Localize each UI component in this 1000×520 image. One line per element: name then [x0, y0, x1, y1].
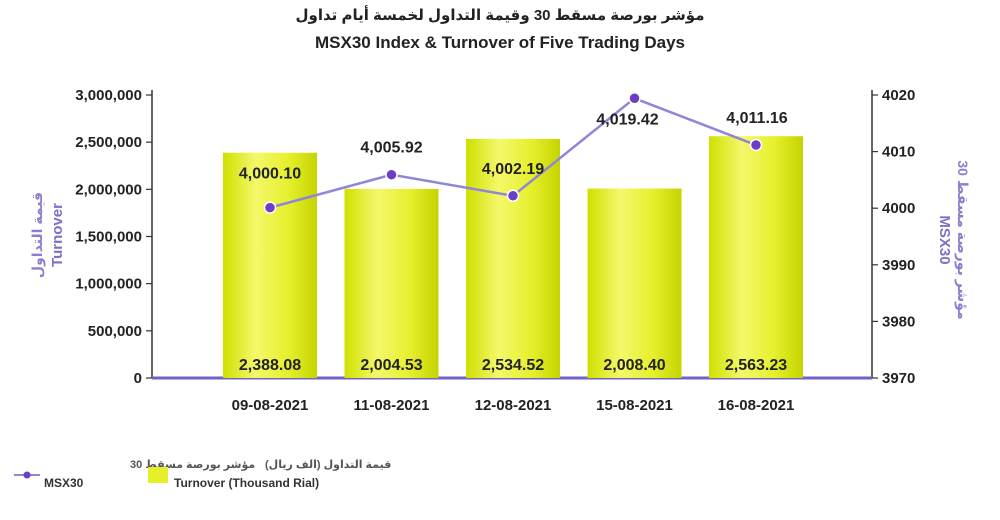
x-tick-label: 16-08-2021 [718, 397, 795, 414]
legend-item-turnover: قيمة التداول (الف ريال) Turnover (Thousa… [148, 459, 391, 490]
axes: 0 500,000 1,000,000 1,500,000 2,000,000 2,500… [75, 87, 915, 414]
msx30-data-label: 4,000.10 [239, 166, 301, 183]
msx30-data-label: 4,019.42 [596, 111, 658, 128]
left-axis-title-english: Turnover [49, 203, 66, 267]
bar-data-label: 2,004.53 [360, 357, 422, 374]
x-tick-label: 11-08-2021 [354, 397, 430, 414]
msx30-point [749, 138, 763, 152]
left-tick-label: 2,000,000 [75, 181, 142, 198]
left-axis-title-arabic: قيمة التداول [29, 192, 46, 278]
msx30-point [506, 189, 520, 203]
msx30-data-label: 4,011.16 [726, 110, 788, 127]
x-tick-label: 12-08-2021 [475, 397, 552, 414]
left-tick-label: 0 [134, 370, 142, 387]
bar-data-label: 2,388.08 [239, 357, 301, 374]
left-tick-label: 3,000,000 [75, 87, 142, 104]
bar-turnover [344, 188, 439, 378]
right-axis-title-english: MSX30 [936, 215, 953, 264]
chart-title-arabic: مؤشر بورصة مسقط 30 وقيمة التداول لخمسة أ… [296, 5, 705, 24]
legend-marker-swatch [23, 471, 31, 479]
msx30-point [385, 168, 398, 181]
right-tick-label: 3980 [882, 313, 915, 330]
left-tick-label: 500,000 [88, 323, 142, 340]
left-tick-label: 1,000,000 [75, 276, 142, 293]
legend: مؤشر بورصة مسقط 30 MSX30 قيمة التداول (ا… [14, 459, 391, 490]
left-tick-label: 2,500,000 [75, 134, 142, 151]
right-tick-label: 3970 [882, 370, 915, 387]
msx30-data-label: 4,002.19 [482, 161, 544, 178]
x-tick-label: 15-08-2021 [596, 397, 673, 414]
msx30-point [628, 92, 641, 105]
right-tick-label: 4020 [882, 87, 915, 104]
right-tick-label: 4010 [882, 144, 915, 161]
bar-turnover [587, 188, 682, 378]
line-series-msx30: 4,000.10 4,005.92 4,002.19 4,019.42 4,011.16 [239, 92, 788, 214]
left-tick-label: 1,500,000 [75, 229, 142, 246]
chart-title-english: MSX30 Index & Turnover of Five Trading D… [315, 33, 685, 52]
bar-series-turnover: 2,388.08 2,004.53 2,534.52 2,008.40 2,563.23 [223, 136, 803, 378]
x-tick-label: 09-08-2021 [232, 397, 309, 414]
bar-turnover [466, 138, 560, 378]
bar-data-label: 2,008.40 [603, 357, 665, 374]
bar-data-label: 2,534.52 [482, 357, 544, 374]
right-tick-label: 3990 [882, 257, 915, 274]
bar-turnover [709, 136, 803, 378]
legend-label-turnover-english: Turnover (Thousand Rial) [174, 476, 319, 490]
bar-turnover [223, 152, 317, 378]
right-axis-title-arabic: مؤشر بورصة مسقط 30 [954, 160, 971, 319]
legend-label-turnover-arabic: قيمة التداول (الف ريال) [265, 459, 391, 471]
msx30-data-label: 4,005.92 [360, 140, 422, 157]
legend-label-msx30-english: MSX30 [44, 476, 84, 490]
msx30-point [263, 201, 277, 214]
legend-bar-swatch [148, 467, 168, 483]
right-tick-label: 4000 [882, 200, 915, 217]
bar-data-label: 2,563.23 [725, 357, 787, 374]
